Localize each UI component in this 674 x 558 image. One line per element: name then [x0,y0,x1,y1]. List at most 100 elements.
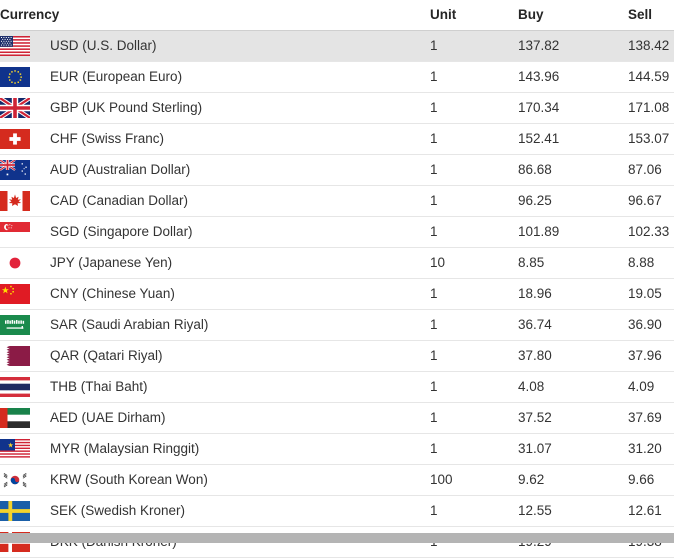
currency-name-label: AUD (Australian Dollar) [50,162,191,177]
buy-rate-value: 96.25 [518,193,552,208]
table-row[interactable]: SGD (Singapore Dollar) 1 101.89 102.33 [0,217,674,248]
currency-name-label: QAR (Qatari Riyal) [50,348,163,363]
unit-value: 1 [430,193,438,208]
table-row[interactable]: EUR (European Euro) 1 143.96 144.59 [0,62,674,93]
unit-value: 1 [430,38,438,53]
column-header-buy[interactable]: Buy [518,7,544,22]
table-body: USD (U.S. Dollar) 1 137.82 138.42 EUR (Euro… [0,31,674,558]
currency-name-label: CHF (Swiss Franc) [50,131,164,146]
buy-rate-value: 170.34 [518,100,560,115]
flag-au-icon [0,160,30,180]
unit-value: 1 [430,441,438,456]
sell-rate-value: 96.67 [628,193,662,208]
unit-value: 1 [430,100,438,115]
table-row[interactable]: SAR (Saudi Arabian Riyal) 1 36.74 36.90 [0,310,674,341]
unit-value: 1 [430,503,438,518]
flag-ae-icon [0,408,30,428]
table-row[interactable]: SEK (Swedish Kroner) 1 12.55 12.61 [0,496,674,527]
sell-rate-value: 87.06 [628,162,662,177]
buy-rate-value: 152.41 [518,131,560,146]
sell-rate-value: 102.33 [628,224,670,239]
sell-rate-value: 153.07 [628,131,670,146]
flag-cn-icon [0,284,30,304]
sell-rate-value: 31.20 [628,441,662,456]
unit-value: 100 [430,472,453,487]
currency-name-label: THB (Thai Baht) [50,379,148,394]
currency-name-label: EUR (European Euro) [50,69,183,84]
unit-value: 1 [430,69,438,84]
buy-rate-value: 12.55 [518,503,552,518]
buy-rate-value: 8.85 [518,255,545,270]
buy-rate-value: 143.96 [518,69,560,84]
table-row[interactable]: USD (U.S. Dollar) 1 137.82 138.42 [0,31,674,62]
horizontal-scrollbar[interactable] [0,533,674,543]
sell-rate-value: 19.05 [628,286,662,301]
buy-rate-value: 4.08 [518,379,545,394]
flag-us-icon [0,36,30,56]
buy-rate-value: 86.68 [518,162,552,177]
sell-rate-value: 36.90 [628,317,662,332]
flag-ca-icon [0,191,30,211]
currency-name-label: SGD (Singapore Dollar) [50,224,193,239]
table-row[interactable]: THB (Thai Baht) 1 4.08 4.09 [0,372,674,403]
table-row[interactable]: QAR (Qatari Riyal) 1 37.80 37.96 [0,341,674,372]
flag-my-icon [0,439,30,459]
unit-value: 1 [430,317,438,332]
currency-name-label: JPY (Japanese Yen) [50,255,173,270]
currency-name-label: SAR (Saudi Arabian Riyal) [50,317,209,332]
table-row[interactable]: KRW (South Korean Won) 100 9.62 9.66 [0,465,674,496]
buy-rate-value: 31.07 [518,441,552,456]
column-header-currency[interactable]: Currency [0,7,60,22]
currency-name-label: SEK (Swedish Kroner) [50,503,186,518]
unit-value: 1 [430,286,438,301]
buy-rate-value: 36.74 [518,317,552,332]
buy-rate-value: 18.96 [518,286,552,301]
currency-name-label: KRW (South Korean Won) [50,472,208,487]
flag-qa-icon [0,346,30,366]
sell-rate-value: 144.59 [628,69,670,84]
unit-value: 10 [430,255,446,270]
sell-rate-value: 4.09 [628,379,655,394]
currency-name-label: GBP (UK Pound Sterling) [50,100,203,115]
flag-sa-icon [0,315,30,335]
table-row[interactable]: CAD (Canadian Dollar) 1 96.25 96.67 [0,186,674,217]
table-row[interactable]: GBP (UK Pound Sterling) 1 170.34 171.08 [0,93,674,124]
buy-rate-value: 37.80 [518,348,552,363]
unit-value: 1 [430,131,438,146]
currency-name-label: MYR (Malaysian Ringgit) [50,441,200,456]
flag-th-icon [0,377,30,397]
unit-value: 1 [430,162,438,177]
table-row[interactable]: CNY (Chinese Yuan) 1 18.96 19.05 [0,279,674,310]
currency-name-label: USD (U.S. Dollar) [50,38,157,53]
buy-rate-value: 137.82 [518,38,560,53]
currency-name-label: AED (UAE Dirham) [50,410,166,425]
flag-kr-icon [0,470,30,490]
table-row[interactable]: JPY (Japanese Yen) 10 8.85 8.88 [0,248,674,279]
sell-rate-value: 171.08 [628,100,670,115]
table-header-row: Currency Unit Buy Sell [0,0,674,31]
unit-value: 1 [430,348,438,363]
column-header-sell[interactable]: Sell [628,7,653,22]
sell-rate-value: 37.96 [628,348,662,363]
flag-ch-icon [0,129,30,149]
flag-sg-icon [0,222,30,242]
table-row[interactable]: AED (UAE Dirham) 1 37.52 37.69 [0,403,674,434]
buy-rate-value: 9.62 [518,472,545,487]
unit-value: 1 [430,224,438,239]
flag-jp-icon [0,253,30,273]
flag-gb-icon [0,98,30,118]
table-row[interactable]: MYR (Malaysian Ringgit) 1 31.07 31.20 [0,434,674,465]
table-row[interactable]: CHF (Swiss Franc) 1 152.41 153.07 [0,124,674,155]
flag-eu-icon [0,67,30,87]
table-row[interactable]: AUD (Australian Dollar) 1 86.68 87.06 [0,155,674,186]
buy-rate-value: 37.52 [518,410,552,425]
buy-rate-value: 101.89 [518,224,560,239]
column-header-unit[interactable]: Unit [430,7,457,22]
currency-name-label: CAD (Canadian Dollar) [50,193,189,208]
sell-rate-value: 37.69 [628,410,662,425]
sell-rate-value: 138.42 [628,38,670,53]
currency-name-label: CNY (Chinese Yuan) [50,286,175,301]
flag-se-icon [0,501,30,521]
sell-rate-value: 12.61 [628,503,662,518]
